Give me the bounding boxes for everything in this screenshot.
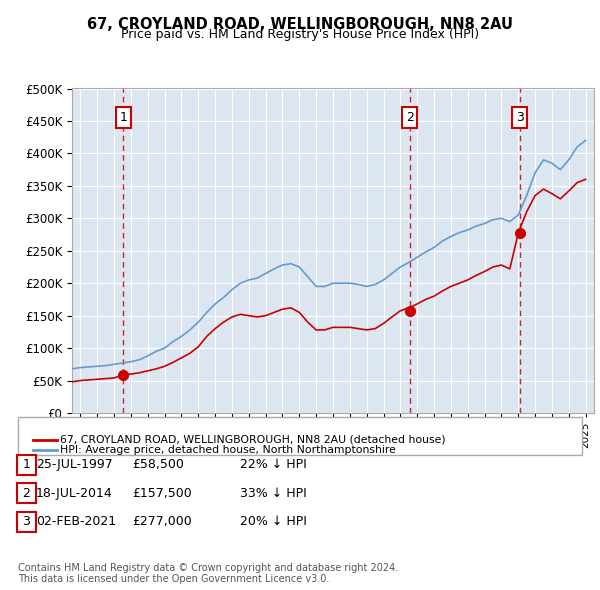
Text: 67, CROYLAND ROAD, WELLINGBOROUGH, NN8 2AU (detached house): 67, CROYLAND ROAD, WELLINGBOROUGH, NN8 2…: [60, 435, 446, 444]
Text: 33% ↓ HPI: 33% ↓ HPI: [240, 487, 307, 500]
Text: £157,500: £157,500: [132, 487, 192, 500]
Text: 25-JUL-1997: 25-JUL-1997: [36, 458, 113, 471]
Text: 2: 2: [22, 487, 31, 500]
Text: HPI: Average price, detached house, North Northamptonshire: HPI: Average price, detached house, Nort…: [60, 445, 396, 455]
Text: 1: 1: [22, 458, 31, 471]
Text: 3: 3: [22, 515, 31, 528]
Text: 3: 3: [515, 111, 524, 124]
Text: Price paid vs. HM Land Registry's House Price Index (HPI): Price paid vs. HM Land Registry's House …: [121, 28, 479, 41]
Text: 20% ↓ HPI: 20% ↓ HPI: [240, 515, 307, 528]
Text: 67, CROYLAND ROAD, WELLINGBOROUGH, NN8 2AU: 67, CROYLAND ROAD, WELLINGBOROUGH, NN8 2…: [87, 17, 513, 31]
Text: 18-JUL-2014: 18-JUL-2014: [36, 487, 113, 500]
Text: 1: 1: [119, 111, 127, 124]
Text: 22% ↓ HPI: 22% ↓ HPI: [240, 458, 307, 471]
Text: Contains HM Land Registry data © Crown copyright and database right 2024.: Contains HM Land Registry data © Crown c…: [18, 563, 398, 573]
Text: This data is licensed under the Open Government Licence v3.0.: This data is licensed under the Open Gov…: [18, 574, 329, 584]
Text: 02-FEB-2021: 02-FEB-2021: [36, 515, 116, 528]
Text: 2: 2: [406, 111, 413, 124]
Text: £58,500: £58,500: [132, 458, 184, 471]
Text: £277,000: £277,000: [132, 515, 192, 528]
